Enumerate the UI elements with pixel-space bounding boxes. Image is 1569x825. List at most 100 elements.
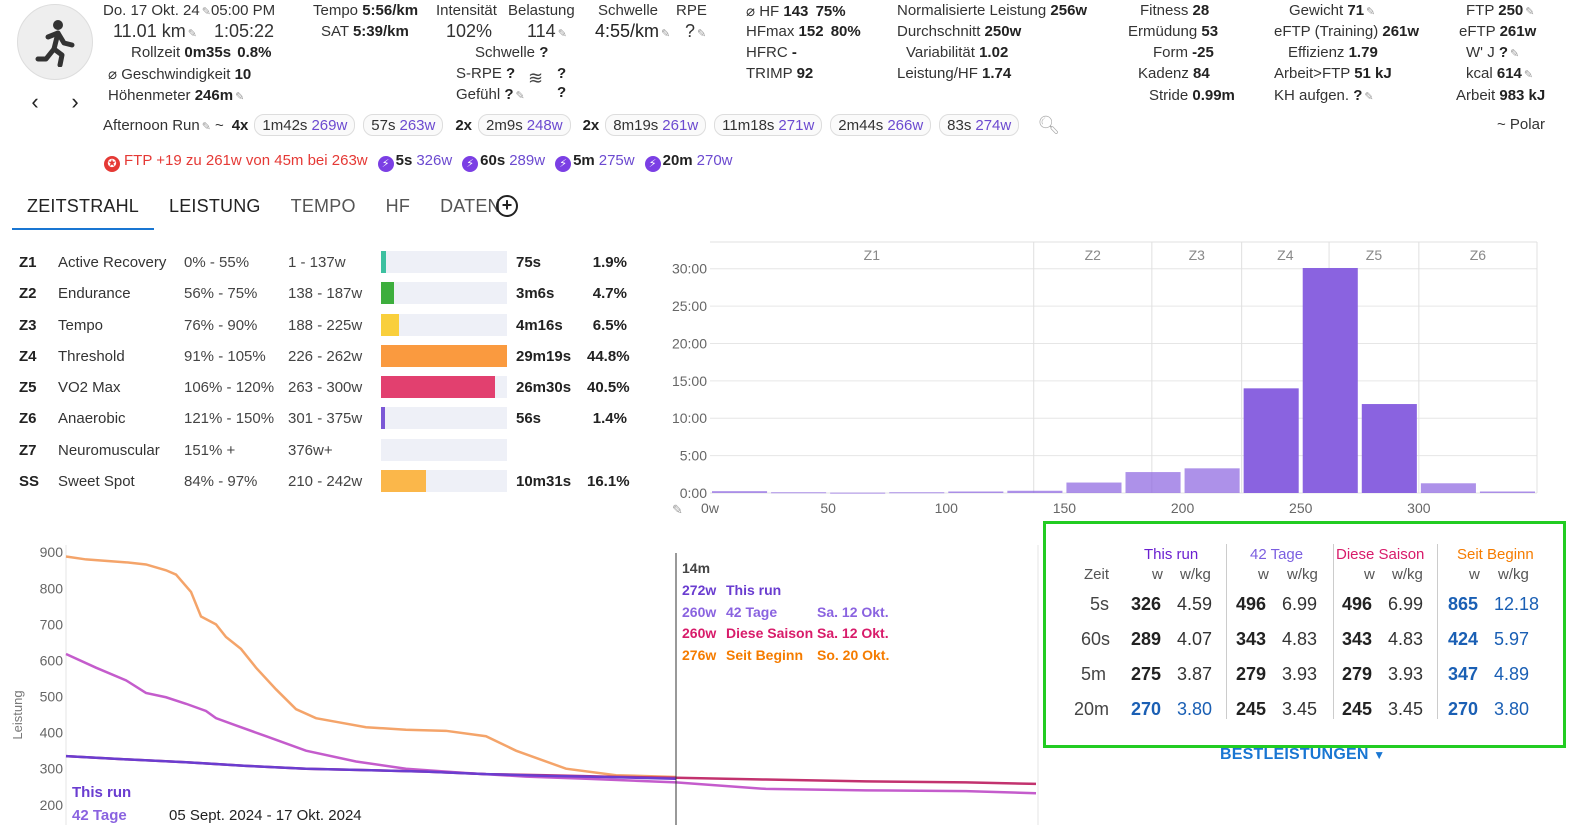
- power-record[interactable]: ⚡ 5m 275w: [555, 152, 635, 172]
- curve-ytick: 300: [40, 761, 64, 777]
- tooltip-series: Seit Beginn: [726, 646, 804, 663]
- tab-tempo[interactable]: TEMPO: [290, 196, 356, 216]
- bolt-icon: ⚡: [377, 156, 394, 172]
- ftp[interactable]: FTP 250 ✎: [1466, 2, 1535, 19]
- add-tab-button[interactable]: +: [496, 195, 518, 217]
- threshold-value[interactable]: 4:55/km ✎: [595, 21, 671, 41]
- best-wkg: 4.83: [1388, 629, 1424, 649]
- ftp-record[interactable]: ✪ FTP +19 zu 261w von 45m bei 263w: [104, 152, 368, 172]
- histogram-ytick: 0:00: [680, 485, 707, 501]
- legend-this-run[interactable]: This run: [72, 784, 132, 801]
- interval-watts: 274w: [975, 116, 1012, 134]
- power-record[interactable]: ⚡ 20m 270w: [644, 152, 733, 172]
- load-value[interactable]: 114 ✎: [527, 21, 567, 41]
- interval-chip[interactable]: 2m44s 266w: [830, 114, 932, 136]
- interval-chip[interactable]: 11m18s 271w: [714, 114, 823, 136]
- interval-chip[interactable]: 57s 263w: [363, 114, 444, 136]
- power-curve-chart: 200 300 400 500 600 700 800 900 Leistung: [10, 544, 1039, 825]
- edit-icon: ✎: [515, 90, 525, 102]
- edit-icon: ✎: [201, 120, 211, 133]
- curve-ytick: 700: [40, 616, 64, 632]
- histogram-xtick: 250: [1289, 500, 1313, 516]
- tab-leistung[interactable]: LEISTUNG: [169, 196, 261, 216]
- interval-chip[interactable]: 8m19s 261w: [605, 114, 707, 136]
- interval-chip-group: 2x 2m9s 248w: [451, 114, 571, 136]
- hfrc: HFRC -: [746, 44, 797, 61]
- zone-row: Z5 VO2 Max 106% - 120% 263 - 300w 26m30s 40.5…: [19, 376, 630, 398]
- zone-percent-range: 121% - 150%: [184, 409, 275, 427]
- interval-time: 2m44s: [838, 116, 884, 134]
- zone-row: Z3 Tempo 76% - 90% 188 - 225w 4m16s 6.5%: [19, 314, 627, 336]
- best-efforts-link[interactable]: BESTLEISTUNGEN ▼: [1220, 746, 1386, 763]
- best-col-w: w: [1469, 566, 1480, 583]
- power-record[interactable]: ⚡ 5s 326w: [377, 152, 452, 172]
- avg-speed: ⌀ Geschwindigkeit 10: [108, 66, 252, 83]
- rpe-value[interactable]: ? ✎: [685, 21, 707, 41]
- zone-percent-range: 56% - 75%: [184, 284, 258, 302]
- legend-42-days[interactable]: 42 Tage: [72, 807, 127, 824]
- histogram-xtick: 100: [935, 500, 959, 516]
- tab-daten[interactable]: DATEN: [440, 196, 501, 216]
- zone-bar-fill: [381, 345, 507, 367]
- interval-watts: 266w: [887, 116, 924, 134]
- histogram-xtick: 0w: [701, 500, 720, 516]
- histogram-bar: [1184, 468, 1240, 493]
- kcal[interactable]: kcal 614 ✎: [1466, 65, 1534, 82]
- rpe-label: RPE: [676, 2, 707, 19]
- elevation[interactable]: Höhenmeter 246m ✎: [108, 87, 245, 104]
- edit-icon: ✎: [187, 28, 197, 40]
- best-col-wkg: w/kg: [1287, 566, 1318, 583]
- curve-series-line: [65, 754, 1037, 786]
- best-wkg: 4.83: [1282, 629, 1318, 649]
- interval-chip[interactable]: 1m42s 269w: [254, 114, 356, 136]
- best-wkg: 3.80: [1494, 699, 1530, 719]
- curve-ylabel: Leistung: [10, 690, 25, 739]
- interval-time: 57s: [371, 116, 396, 134]
- best-wkg: 5.97: [1494, 629, 1530, 649]
- power-record[interactable]: ⚡ 60s 289w: [462, 152, 545, 172]
- zone-bar-fill: [381, 470, 427, 492]
- histogram-xtick: 150: [1053, 500, 1077, 516]
- tooltip-watts: 260w: [682, 603, 717, 620]
- zone-label: Z6: [1470, 247, 1487, 263]
- zone-percent-range: 91% - 105%: [184, 347, 266, 365]
- data-source: ~ Polar: [1497, 116, 1545, 133]
- interval-chip[interactable]: 2m9s 248w: [478, 114, 571, 136]
- carbs[interactable]: KH aufgen. ? ✎: [1274, 87, 1374, 104]
- histogram-ytick: 10:00: [672, 410, 707, 426]
- weight[interactable]: Gewicht 71 ✎: [1289, 2, 1376, 19]
- best-col-zeit: Zeit: [1084, 566, 1110, 583]
- zone-name: Threshold: [58, 347, 125, 365]
- zone-label: Z4: [1277, 247, 1294, 263]
- zone-bar: [381, 251, 507, 273]
- record-duration: 20m: [662, 152, 693, 169]
- date-range-label[interactable]: 05 Sept. 2024 - 17 Okt. 2024: [169, 807, 362, 824]
- power-hr: Leistung/HF 1.74: [897, 65, 1012, 82]
- tab-hf[interactable]: HF: [385, 196, 411, 216]
- activity-datetime[interactable]: Do. 17 Okt. 24 ✎05:00 PM: [103, 2, 275, 19]
- feel[interactable]: Gefühl ? ✎: [456, 86, 525, 103]
- zone-id: Z3: [19, 316, 37, 334]
- interval-time: 2m9s: [486, 116, 523, 134]
- activity-name[interactable]: Afternoon Run ✎: [103, 116, 211, 134]
- best-watts: 270: [1131, 699, 1162, 719]
- tab-zeitstrahl[interactable]: ZEITSTRAHL: [12, 190, 155, 230]
- histogram-bar: [1243, 388, 1299, 493]
- zone-share: 16.1%: [587, 472, 630, 490]
- best-watts: 343: [1342, 629, 1373, 649]
- best-watts: 865: [1448, 594, 1479, 614]
- best-duration: 5m: [1081, 664, 1107, 684]
- tooltip-date: Sa. 12 Okt.: [817, 603, 889, 620]
- activity-date: Do. 17 Okt. 24: [103, 2, 200, 19]
- w-prime[interactable]: W' J ? ✎: [1466, 44, 1520, 61]
- search-icon[interactable]: 🔍︎: [1037, 114, 1061, 135]
- interval-chip[interactable]: 83s 274w: [939, 114, 1020, 136]
- edit-icon[interactable]: ✎: [672, 502, 683, 517]
- bolt-icon: ⚡: [555, 156, 572, 172]
- prev-activity-button[interactable]: ‹: [31, 89, 39, 114]
- next-activity-button[interactable]: ›: [71, 89, 79, 114]
- best-watts: 347: [1448, 664, 1479, 684]
- histogram-bar: [771, 492, 827, 494]
- zone-time: 56s: [516, 409, 542, 427]
- record-watts: 289w: [509, 152, 546, 169]
